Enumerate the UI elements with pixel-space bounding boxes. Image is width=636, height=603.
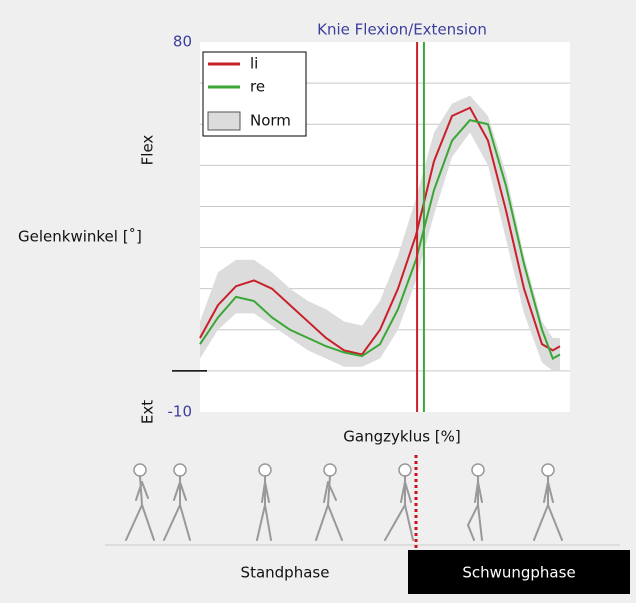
- series-line: [199, 106, 561, 356]
- plot: [172, 42, 570, 412]
- legend-label: li: [250, 55, 258, 73]
- y-tick-label: 80: [173, 33, 192, 51]
- x-axis-label: Gangzyklus [%]: [343, 428, 461, 446]
- chart-title: Knie Flexion/Extension: [317, 21, 487, 39]
- figure: [533, 463, 563, 541]
- y-axis-label: Gelenkwinkel [˚]: [18, 228, 142, 246]
- figure: [384, 463, 414, 541]
- y-label-top: Flex: [139, 135, 157, 166]
- figure: [125, 463, 155, 541]
- phase-box: [408, 550, 630, 594]
- norm-band: [200, 95, 560, 371]
- legend: li re Norm: [202, 51, 307, 137]
- figure: [315, 463, 343, 541]
- y-label-bottom: Ext: [139, 400, 157, 424]
- legend-label: re: [250, 78, 265, 96]
- walking-figures: [105, 463, 620, 546]
- legend-label: Norm: [250, 112, 291, 130]
- legend-swatch: [207, 111, 241, 131]
- phase-label: Standphase: [241, 564, 330, 582]
- figure: [163, 463, 191, 541]
- y-tick-label: -10: [168, 403, 193, 421]
- phase-label: Schwungphase: [462, 564, 575, 582]
- figure: [256, 463, 272, 541]
- figure: [466, 463, 485, 541]
- series-line: [199, 119, 561, 361]
